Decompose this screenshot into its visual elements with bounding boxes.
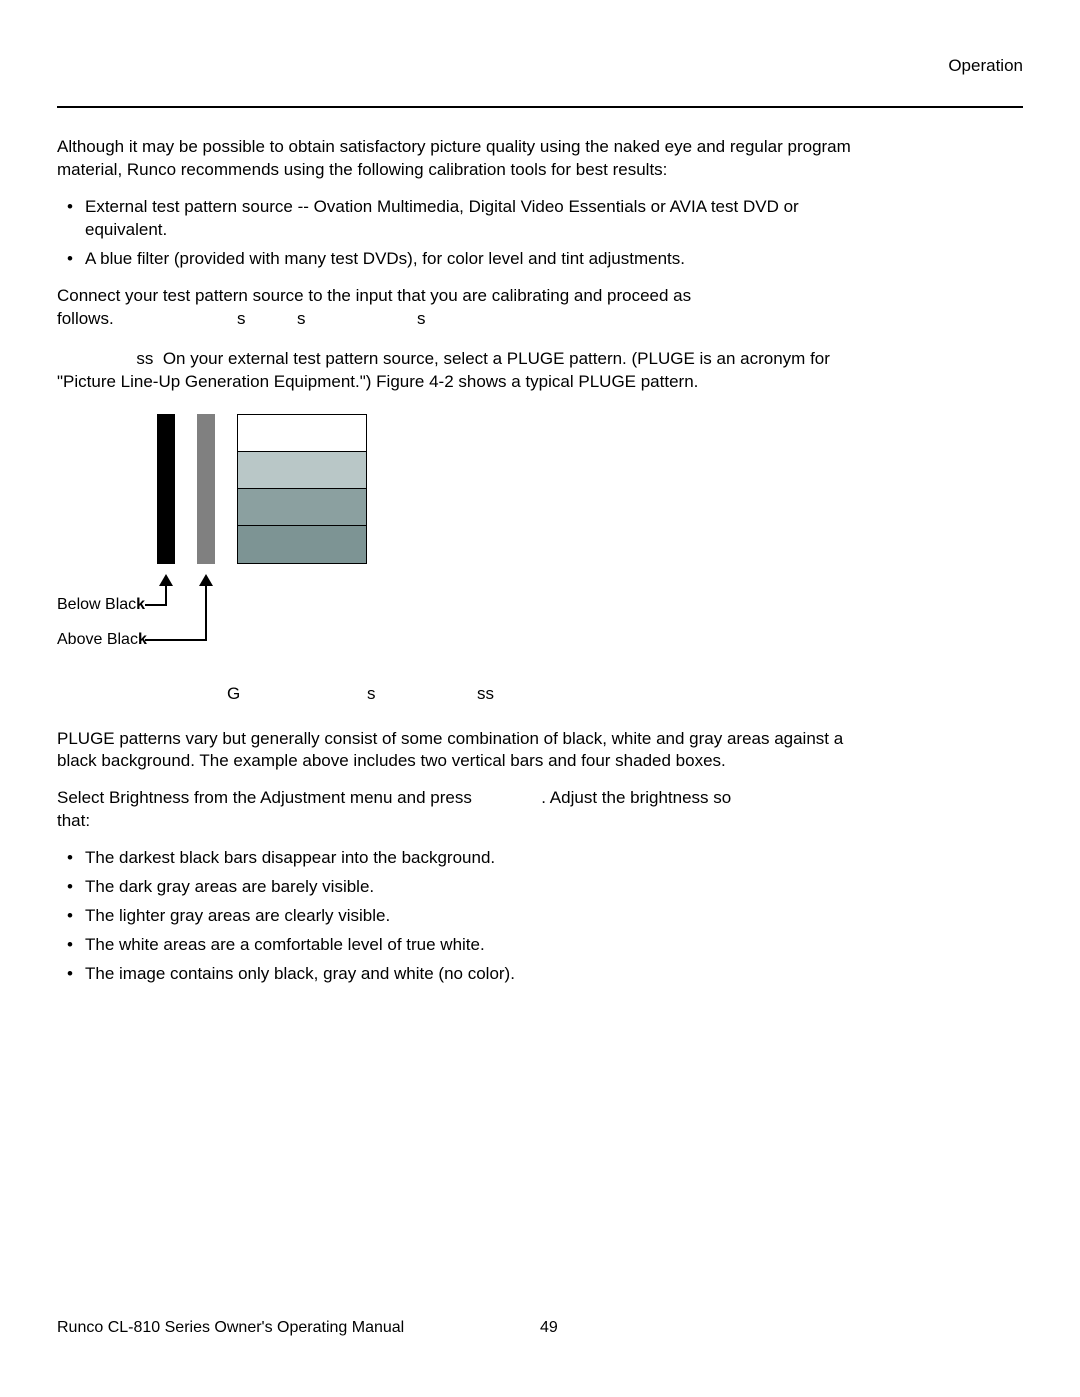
header-rule xyxy=(57,106,1023,108)
arrow-stem xyxy=(165,586,167,606)
footer-title: Runco CL-810 Series Owner's Operating Ma… xyxy=(57,1319,404,1337)
bar-above-black xyxy=(197,414,215,564)
criteria-list: The darkest black bars disappear into th… xyxy=(57,847,1023,986)
connect-line1: Connect your test pattern source to the … xyxy=(57,285,857,308)
list-item: The darkest black bars disappear into th… xyxy=(57,847,857,870)
caption-letter: G xyxy=(227,684,240,704)
arrow-connector xyxy=(145,604,167,606)
arrow-icon xyxy=(199,574,213,586)
stray-ss: ss xyxy=(136,349,153,368)
caption-letter: s xyxy=(367,684,376,704)
bar-below-black xyxy=(157,414,175,564)
arrow-icon xyxy=(159,574,173,586)
intro-paragraph: Although it may be possible to obtain sa… xyxy=(57,136,857,182)
label-below-black: Below Black xyxy=(57,596,145,614)
select-brightness-c: that: xyxy=(57,811,90,830)
box-lightgray xyxy=(238,452,366,489)
stray-letter-s: s xyxy=(417,308,426,331)
list-item: The white areas are a comfortable level … xyxy=(57,934,857,957)
connect-follows: follows. xyxy=(57,308,114,331)
box-midgray xyxy=(238,489,366,526)
list-item: The lighter gray areas are clearly visib… xyxy=(57,905,857,928)
select-brightness-paragraph: Select Brightness from the Adjustment me… xyxy=(57,787,857,833)
list-item: The dark gray areas are barely visible. xyxy=(57,876,857,899)
box-white xyxy=(238,415,366,452)
list-item: External test pattern source -- Ovation … xyxy=(57,196,857,242)
arrow-stem xyxy=(205,586,207,641)
arrow-connector xyxy=(145,639,207,641)
box-darkgray xyxy=(238,526,366,563)
list-item: The image contains only black, gray and … xyxy=(57,963,857,986)
footer-page-number: 49 xyxy=(540,1319,558,1337)
figure-caption: G s ss xyxy=(57,684,1023,708)
header-section: Operation xyxy=(57,56,1023,76)
label-above-black: Above Black xyxy=(57,631,147,649)
list-item: A blue filter (provided with many test D… xyxy=(57,248,857,271)
caption-letter: ss xyxy=(477,684,494,704)
connect-paragraph: Connect your test pattern source to the … xyxy=(57,285,857,330)
gray-boxes xyxy=(237,414,367,564)
pluge-figure: Below Black Above Black xyxy=(157,414,517,674)
stray-letter-s: s xyxy=(297,308,306,331)
brightness-intro: XXXXXXXss On your external test pattern … xyxy=(57,348,857,394)
brightness-intro-text: On your external test pattern source, se… xyxy=(57,349,830,391)
select-brightness-b: . Adjust the brightness so xyxy=(541,788,731,807)
stray-letter-s: s xyxy=(237,308,246,331)
pluge-vary-paragraph: PLUGE patterns vary but generally consis… xyxy=(57,728,857,774)
select-brightness-a: Select Brightness from the Adjustment me… xyxy=(57,788,477,807)
tools-list: External test pattern source -- Ovation … xyxy=(57,196,1023,271)
